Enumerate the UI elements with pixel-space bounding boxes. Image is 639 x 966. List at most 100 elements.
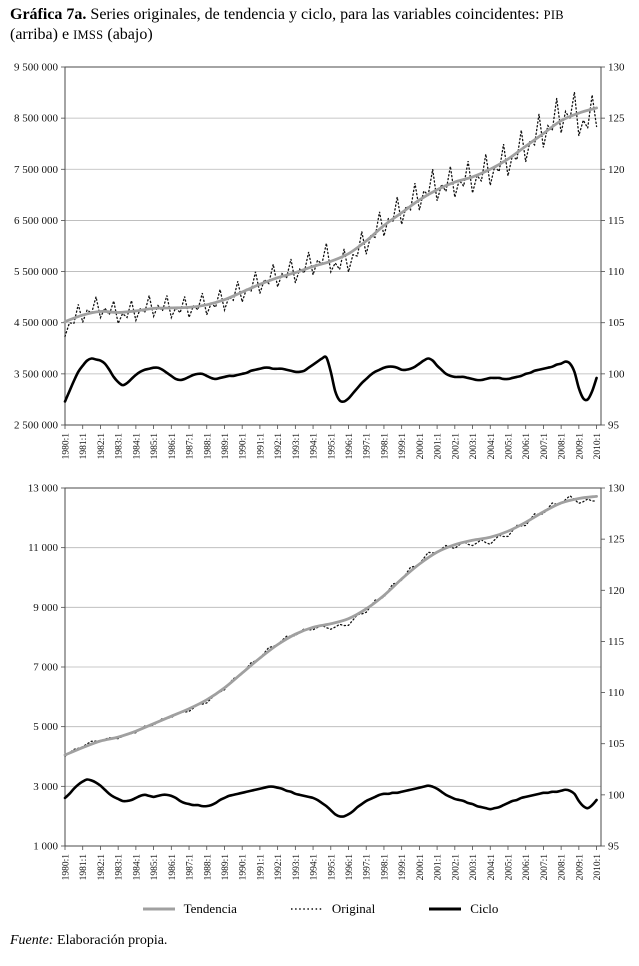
right-axis-label: 115 — [608, 636, 625, 648]
tendencia-series-line — [63, 494, 598, 757]
right-axis-label: 105 — [608, 738, 625, 750]
x-axis-label: 1994:1 — [310, 854, 320, 881]
left-axis-label: 9 000 — [33, 602, 58, 614]
x-axis-label: 1992:1 — [274, 433, 284, 460]
x-axis-label: 1990:1 — [239, 854, 249, 881]
tendencia-line-sample — [142, 907, 175, 911]
left-axis-label: 1 000 — [33, 841, 58, 853]
x-axis-label: 2007:1 — [540, 854, 550, 881]
right-axis-label: 125 — [608, 534, 625, 546]
x-axis-label: 2006:1 — [522, 854, 532, 881]
x-axis-label: 1980:1 — [62, 433, 72, 460]
x-axis-label: 1990:1 — [239, 433, 249, 460]
right-axis-label: 115 — [608, 215, 625, 227]
right-axis-label: 120 — [608, 585, 625, 597]
x-axis-label: 1988:1 — [203, 433, 213, 460]
source-prefix: Fuente: — [10, 933, 54, 948]
x-axis-label: 1998:1 — [380, 854, 390, 881]
x-axis-label: 1999:1 — [398, 433, 408, 460]
x-axis-label: 2002:1 — [451, 854, 461, 881]
x-axis-label: 1995:1 — [327, 433, 337, 460]
left-axis-label: 3 000 — [33, 781, 58, 793]
left-axis-label: 9 500 000 — [14, 62, 59, 74]
x-axis-label: 2001:1 — [434, 854, 444, 881]
original-line-sample — [290, 908, 323, 910]
x-axis-label: 1991:1 — [256, 854, 266, 881]
left-axis-label: 4 500 000 — [14, 317, 59, 329]
source-note: Fuente: Elaboración propia. — [10, 933, 167, 949]
x-axis-label: 1982:1 — [97, 854, 107, 881]
figure-label: Gráfica 7a. — [10, 6, 87, 23]
x-axis-label: 2001:1 — [434, 433, 444, 460]
x-axis-label: 1993:1 — [292, 854, 302, 881]
plot-border — [64, 66, 602, 426]
left-axis-label: 3 500 000 — [14, 368, 59, 380]
x-axis-label: 2005:1 — [504, 433, 514, 460]
chart-legend: Tendencia Original Ciclo — [0, 901, 639, 917]
source-text: Elaboración propia. — [53, 933, 168, 948]
x-axis-label: 1986:1 — [168, 854, 178, 881]
x-axis-label: 2003:1 — [469, 854, 479, 881]
x-axis-label: 2009:1 — [575, 433, 585, 460]
x-axis-label: 2004:1 — [487, 854, 497, 881]
title-mid: (arriba) e — [10, 26, 74, 44]
x-axis-label: 2010:1 — [593, 433, 603, 460]
x-axis-label: 1981:1 — [79, 433, 89, 460]
x-axis-label: 1993:1 — [292, 433, 302, 460]
left-axis-label: 5 000 — [33, 721, 58, 733]
figure-title: Gráfica 7a. Series originales, de tenden… — [10, 5, 600, 46]
x-axis-label: 2006:1 — [522, 433, 532, 460]
left-axis-label: 8 500 000 — [14, 113, 59, 125]
x-axis-label: 2003:1 — [469, 433, 479, 460]
legend-item-ciclo: Ciclo — [427, 901, 498, 917]
x-axis-label: 2007:1 — [540, 433, 550, 460]
left-axis-label: 13 000 — [28, 483, 59, 495]
legend-item-tendencia: Tendencia — [141, 901, 237, 917]
x-axis-label: 2008:1 — [558, 854, 568, 881]
right-axis-label: 100 — [608, 789, 625, 801]
x-axis-label: 1991:1 — [256, 433, 266, 460]
legend-label-ciclo: Ciclo — [470, 901, 499, 916]
x-axis-label: 1996:1 — [345, 433, 355, 460]
x-axis-label: 1987:1 — [186, 433, 196, 460]
x-axis-label: 1987:1 — [186, 854, 196, 881]
x-axis-label: 1984:1 — [132, 433, 142, 460]
x-axis-label: 2008:1 — [558, 433, 568, 460]
x-axis-label: 1982:1 — [97, 433, 107, 460]
x-axis-label: 1983:1 — [115, 433, 125, 460]
x-axis-label: 2004:1 — [487, 433, 497, 460]
x-axis-label: 1997:1 — [363, 854, 373, 881]
x-axis-label: 1985:1 — [150, 854, 160, 881]
left-axis-label: 6 500 000 — [14, 215, 59, 227]
right-axis-label: 105 — [608, 317, 625, 329]
x-axis-label: 1997:1 — [363, 433, 373, 460]
right-axis-label: 95 — [608, 420, 620, 432]
x-axis-label: 1980:1 — [62, 854, 72, 881]
chart-pib: 2 500 000 3 500 000 4 500 000 5 500 000 6 50… — [14, 62, 625, 460]
tendencia-series-line — [63, 106, 598, 324]
x-axis-label: 1994:1 — [310, 433, 320, 460]
x-axis-label: 1998:1 — [380, 433, 390, 460]
x-axis-label: 1983:1 — [115, 854, 125, 881]
right-axis-label: 130 — [608, 483, 625, 495]
original-series-line — [64, 92, 598, 338]
x-axis-label: 1996:1 — [345, 854, 355, 881]
x-axis-label: 1992:1 — [274, 854, 284, 881]
original-series-line — [64, 494, 598, 757]
x-axis-label: 1988:1 — [203, 854, 213, 881]
left-axis-label: 5 500 000 — [14, 266, 59, 278]
x-axis-label: 2010:1 — [593, 854, 603, 881]
right-axis-label: 95 — [608, 841, 620, 853]
left-axis-label: 7 000 — [33, 662, 58, 674]
x-axis-label: 1986:1 — [168, 433, 178, 460]
x-axis-label: 2000:1 — [416, 433, 426, 460]
x-axis-label: 1995:1 — [327, 854, 337, 881]
x-axis-label: 1999:1 — [398, 854, 408, 881]
x-axis-label: 1989:1 — [221, 433, 231, 460]
title-end: (abajo) — [103, 26, 153, 44]
legend-item-original: Original — [289, 901, 375, 917]
title-var-imss: IMSS — [73, 28, 104, 43]
title-var-pib: PIB — [543, 8, 564, 22]
left-axis-label: 2 500 000 — [14, 420, 59, 432]
